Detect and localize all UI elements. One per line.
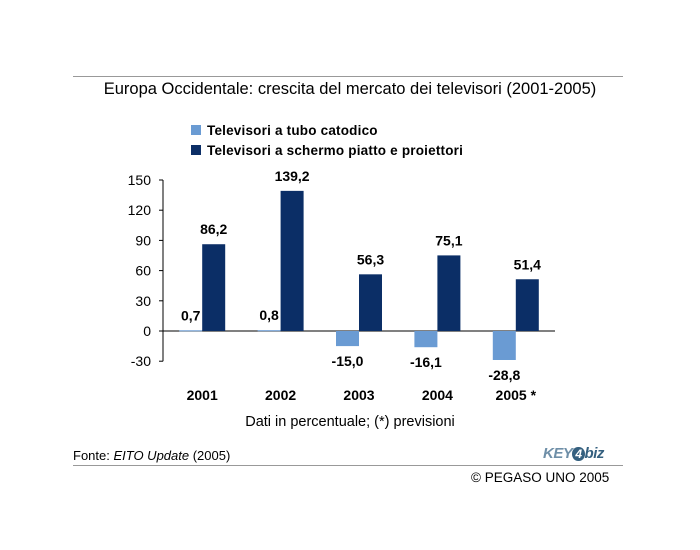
bar [515,279,539,331]
bar [414,331,438,348]
y-tick-label: 120 [128,202,152,218]
logo-four-text: 4 [572,447,585,461]
bar [280,190,304,331]
bar [336,331,359,347]
data-label: -28,8 [488,367,520,383]
x-tick-label: 2002 [265,387,296,403]
top-divider [73,76,623,77]
legend-swatch-crt [191,125,201,135]
data-label: 56,3 [357,251,384,267]
chart-title: Europa Occidentale: crescita del mercato… [103,80,597,98]
legend-label-flat: Televisori a schermo piatto e proiettori [207,142,464,158]
bar [202,244,226,331]
bar [179,330,203,332]
legend-label-crt: Televisori a tubo catodico [207,122,378,138]
y-tick-label: 0 [143,323,151,339]
x-tick-label: 2004 [422,387,453,403]
y-tick-label: 90 [135,232,151,248]
bar [437,255,461,331]
legend: Televisori a tubo catodico Televisori a … [191,120,463,160]
legend-item-flat: Televisori a schermo piatto e proiettori [191,140,463,160]
y-tick-label: -30 [131,353,151,369]
y-tick-label: 60 [135,263,151,279]
data-label: 86,2 [200,221,227,237]
data-label: 139,2 [275,168,310,184]
logo-biz-text: biz [584,445,605,462]
logo-key-text: KEY [543,445,573,462]
data-label: 75,1 [435,232,462,248]
bottom-divider [73,465,623,466]
bar [359,274,382,331]
x-tick-label: 2005 * [496,387,537,403]
source-suffix: (2005) [189,448,231,463]
source-line: Fonte: EITO Update (2005) [73,448,230,463]
data-label: 51,4 [514,256,541,272]
legend-swatch-flat [191,145,201,155]
data-label: -15,0 [332,353,364,369]
data-label: -16,1 [410,354,442,370]
bar [492,331,516,360]
y-tick-label: 30 [135,293,151,309]
bar [257,330,281,332]
key4biz-logo: KEY 4 biz [543,445,604,462]
chart-note: Dati in percentuale; (*) previsioni [245,414,455,430]
data-label: 0,8 [259,307,279,323]
source-title: EITO Update [113,448,190,463]
x-tick-label: 2003 [343,387,374,403]
y-tick-label: 150 [128,172,152,188]
legend-item-crt: Televisori a tubo catodico [191,120,463,140]
data-label: 0,7 [181,307,201,323]
source-prefix: Fonte: [73,448,114,463]
x-tick-label: 2001 [187,387,218,403]
copyright: © PEGASO UNO 2005 [471,470,610,485]
